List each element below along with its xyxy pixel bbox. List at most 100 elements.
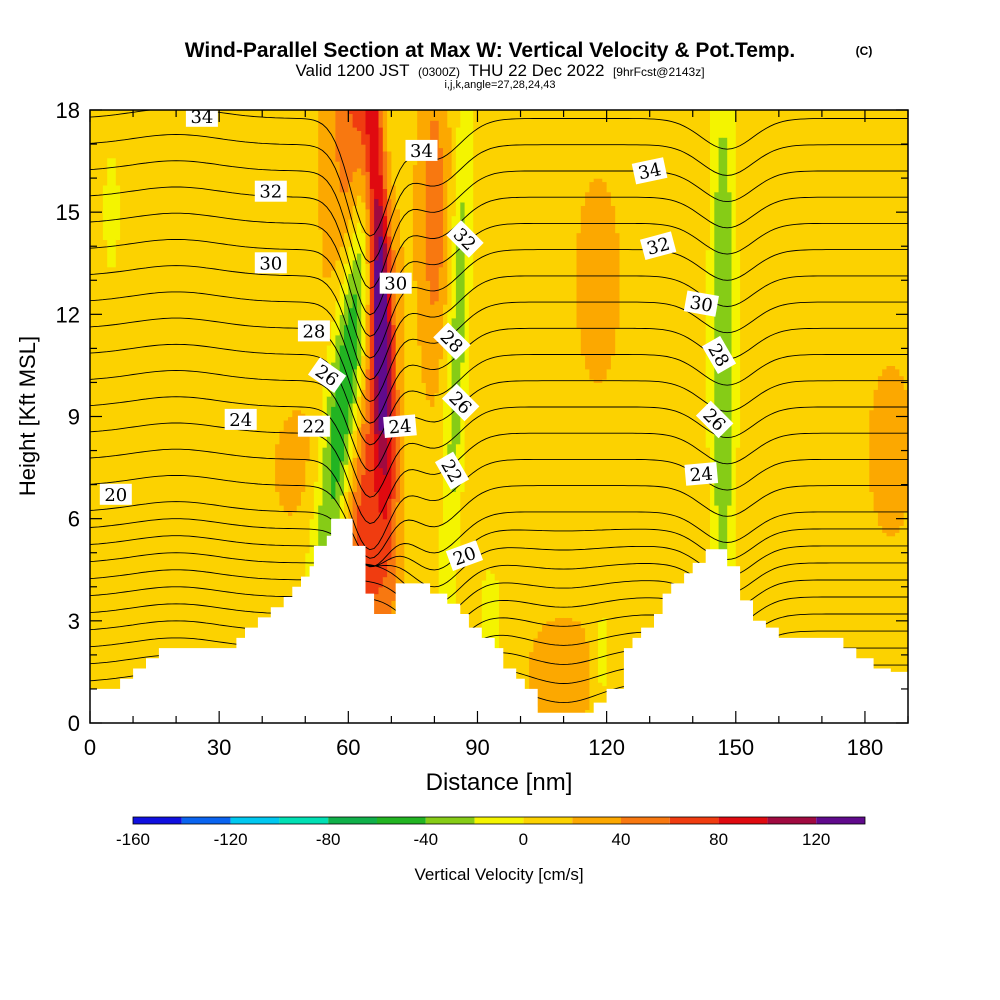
contour-label-box: [701, 335, 737, 375]
velocity-cell: [494, 110, 500, 581]
velocity-cell: [180, 110, 186, 723]
velocity-cell: [425, 280, 431, 401]
velocity-cell: [567, 617, 573, 723]
velocity-cell: [455, 127, 461, 244]
velocity-cell: [115, 184, 121, 240]
velocity-cell: [391, 184, 397, 251]
theta-contour-line: [90, 448, 908, 551]
velocity-cell: [292, 409, 298, 513]
x-tick-label: 0: [84, 735, 96, 760]
velocity-cell: [434, 392, 440, 723]
y-tick-label: 15: [56, 200, 80, 225]
velocity-cell: [339, 246, 345, 285]
x-tick-label: 30: [207, 735, 231, 760]
velocity-cell: [499, 110, 504, 723]
velocity-cell: [542, 110, 547, 625]
contour-label-box: [254, 252, 287, 274]
velocity-cell: [176, 110, 181, 723]
velocity-cell: [585, 641, 590, 710]
velocity-cell: [615, 232, 621, 329]
velocity-cell: [486, 110, 491, 571]
velocity-cell: [705, 110, 711, 251]
velocity-cell: [598, 620, 603, 683]
velocity-cell: [460, 110, 466, 203]
velocity-cell: [369, 110, 375, 189]
contour-label-text: 34: [410, 141, 433, 162]
velocity-cell: [352, 457, 358, 493]
colorbar-tick-label: -80: [316, 830, 341, 849]
velocity-cell: [356, 222, 362, 254]
velocity-cell: [593, 382, 599, 723]
velocity-cell: [335, 110, 341, 162]
velocity-cell: [434, 300, 440, 394]
velocity-cell: [275, 110, 280, 445]
velocity-cell: [438, 110, 444, 149]
velocity-cell: [365, 368, 371, 435]
velocity-cell: [490, 110, 496, 574]
velocity-cell: [447, 310, 453, 445]
velocity-cell: [890, 110, 896, 366]
velocity-cell: [412, 280, 418, 723]
velocity-cell: [356, 110, 362, 131]
contour-label-box: [379, 272, 412, 294]
velocity-cell: [451, 215, 457, 319]
velocity-cell: [580, 205, 586, 356]
velocity-cell: [843, 110, 849, 723]
velocity-cell: [339, 494, 345, 526]
colorbar-swatch: [279, 817, 329, 824]
velocity-cell: [852, 110, 857, 723]
velocity-cell: [468, 110, 474, 292]
velocity-cell: [348, 181, 354, 220]
velocity-cell: [679, 110, 685, 723]
contour-label-text: 24: [689, 463, 714, 486]
velocity-cell: [662, 110, 668, 723]
theta-contour-line: [90, 212, 908, 337]
theta-contour-line: [90, 603, 908, 656]
contour-label-box: [441, 383, 480, 422]
velocity-cell: [412, 110, 418, 166]
velocity-cell: [141, 110, 147, 723]
velocity-cell: [322, 110, 328, 278]
velocity-cell: [589, 379, 595, 723]
velocity-cell: [378, 236, 384, 431]
velocity-cell: [378, 110, 384, 128]
velocity-cell: [210, 110, 216, 723]
velocity-cell: [460, 201, 466, 363]
velocity-cell: [774, 110, 780, 723]
velocity-cell: [111, 110, 117, 159]
velocity-cell: [344, 232, 349, 264]
velocity-cell: [352, 171, 358, 206]
velocity-cell: [335, 334, 341, 373]
velocity-cell: [322, 447, 328, 588]
velocity-cell: [361, 110, 367, 145]
velocity-cell: [102, 110, 108, 186]
velocity-cell: [206, 110, 212, 723]
velocity-cell: [348, 433, 354, 462]
velocity-cell: [292, 110, 298, 411]
colorbar-swatch: [377, 817, 426, 824]
velocity-cell: [120, 110, 125, 723]
contour-label: 30: [254, 252, 287, 274]
contour-label-text: 34: [190, 107, 213, 128]
velocity-cell: [421, 382, 427, 723]
contour-label: 30: [379, 272, 412, 295]
velocity-cell: [365, 171, 371, 210]
subtitle-forecast: [9hrFcst@2143z]: [613, 65, 705, 79]
theta-contour-line: [90, 396, 908, 498]
velocity-cell: [335, 481, 341, 523]
velocity-cell: [318, 110, 324, 230]
contour-label: 34: [185, 107, 218, 128]
velocity-cell: [503, 110, 509, 723]
velocity-cell: [641, 110, 646, 723]
terrain-mask: [90, 518, 908, 723]
contour-label-text: 32: [259, 182, 282, 203]
velocity-cell: [197, 110, 203, 723]
velocity-cell: [150, 110, 156, 723]
colorbar-label: Vertical Velocity [cm/s]: [414, 865, 583, 884]
velocity-cell: [438, 358, 444, 527]
velocity-cell: [529, 651, 534, 693]
velocity-cell: [576, 328, 582, 622]
theta-contour-line: [90, 370, 908, 472]
velocity-cell: [722, 110, 728, 138]
theta-contour-line: [90, 238, 908, 359]
